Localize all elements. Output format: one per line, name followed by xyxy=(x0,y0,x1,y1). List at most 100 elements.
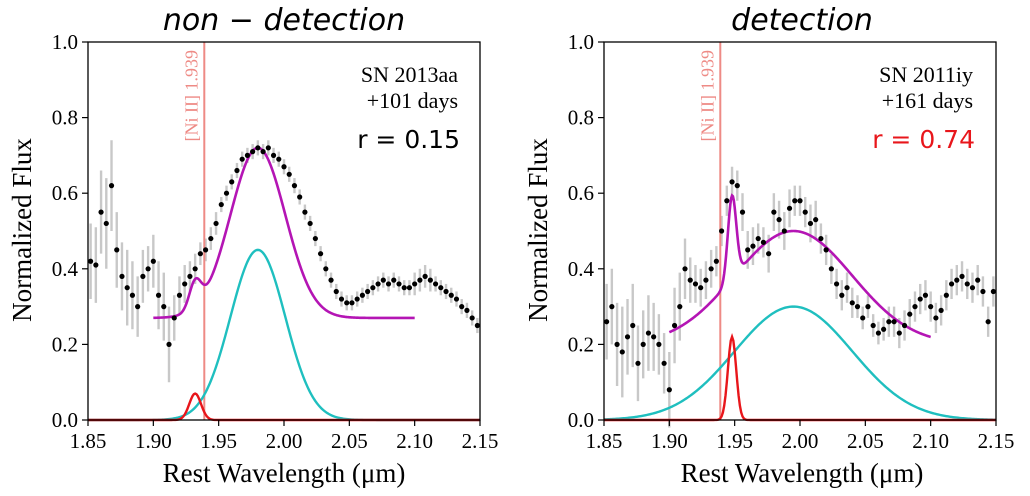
data-point xyxy=(630,322,636,329)
data-point xyxy=(192,266,198,272)
panel-detection: 1.85 1.90 1.95 2.00 2.05 2.10 2.15 0.0 0.2 0.4 0.6… xyxy=(523,3,1014,488)
data-point xyxy=(645,330,652,336)
data-point xyxy=(901,322,908,329)
data-point xyxy=(604,319,610,325)
data-point xyxy=(370,285,376,291)
data-point xyxy=(666,387,672,393)
data-point xyxy=(750,243,756,249)
data-point xyxy=(244,152,251,158)
data-point xyxy=(656,341,662,347)
x-tick-label: 1.95 xyxy=(716,429,753,453)
panel-non-detection: 1.85 1.90 1.95 2.00 2.05 2.10 2.15 0.0 0.2 0.4 0.6… xyxy=(7,3,498,488)
data-point xyxy=(396,281,402,287)
data-point xyxy=(682,266,688,272)
x-axis-label: Rest Wavelength (μm) xyxy=(163,458,406,488)
data-point xyxy=(223,190,230,196)
data-point xyxy=(344,300,350,306)
data-point xyxy=(448,292,454,298)
x-tick-label: 2.10 xyxy=(912,429,949,453)
data-point xyxy=(671,322,678,329)
data-point xyxy=(286,171,292,177)
data-point xyxy=(166,341,172,347)
data-point xyxy=(297,194,303,200)
data-point xyxy=(270,152,277,158)
data-point xyxy=(614,341,620,347)
data-point xyxy=(208,235,214,242)
x-tick-label: 2.15 xyxy=(462,429,499,453)
data-point xyxy=(98,209,104,215)
data-point xyxy=(640,341,646,347)
total-model-curve xyxy=(153,146,415,320)
data-point xyxy=(985,319,991,325)
data-point xyxy=(187,273,193,279)
y-tick-label: 0.8 xyxy=(52,106,78,130)
data-point xyxy=(802,209,808,215)
data-point xyxy=(823,247,829,253)
narrow-component-curve xyxy=(604,333,996,422)
y-axis-label: Normalized Flux xyxy=(7,138,37,322)
data-point xyxy=(839,292,845,298)
data-point xyxy=(833,281,840,287)
data-point xyxy=(93,262,99,268)
data-point xyxy=(635,360,641,366)
data-point xyxy=(129,292,136,298)
data-point xyxy=(197,251,203,257)
data-point xyxy=(828,266,834,272)
data-point xyxy=(860,315,866,321)
broad-component-curve xyxy=(603,305,997,421)
data-point xyxy=(385,281,392,287)
total-model-curve xyxy=(668,193,932,339)
data-point xyxy=(412,281,418,287)
data-point xyxy=(928,304,934,310)
data-point xyxy=(651,334,657,340)
object-label: SN 2013aa xyxy=(361,62,458,87)
data-point xyxy=(719,228,725,234)
data-point xyxy=(766,251,772,257)
data-point xyxy=(349,300,355,306)
x-tick-label: 1.90 xyxy=(651,429,688,453)
data-point xyxy=(677,304,683,310)
data-point xyxy=(459,304,465,310)
data-point xyxy=(980,288,986,295)
y-tick-label: 0.0 xyxy=(568,408,594,432)
x-tick-label: 2.05 xyxy=(331,429,368,453)
data-point xyxy=(155,292,162,298)
data-point xyxy=(912,304,918,310)
narrow-component-curve xyxy=(88,392,480,422)
data-point xyxy=(844,285,850,291)
data-point xyxy=(818,235,824,242)
data-point xyxy=(813,217,819,223)
data-point xyxy=(708,266,714,272)
data-point xyxy=(891,319,897,325)
x-tick-label: 1.90 xyxy=(135,429,172,453)
data-point xyxy=(886,319,892,325)
data-point xyxy=(203,247,209,253)
broad-component-curve xyxy=(88,248,480,422)
y-tick-label: 0.6 xyxy=(568,181,594,205)
data-point xyxy=(948,281,955,287)
data-point xyxy=(260,149,266,155)
data-point xyxy=(354,296,360,302)
data-point xyxy=(933,315,939,321)
data-point xyxy=(776,217,782,223)
data-point xyxy=(938,307,944,313)
data-point xyxy=(307,220,313,227)
data-point xyxy=(150,258,156,264)
data-point xyxy=(969,285,976,291)
y-tick-label: 0.6 xyxy=(52,181,78,205)
x-tick-label: 2.15 xyxy=(978,429,1015,453)
data-point xyxy=(922,292,929,298)
data-point xyxy=(464,307,470,313)
data-point xyxy=(333,288,339,295)
plot-area: 1.85 1.90 1.95 2.00 2.05 2.10 2.15 0.0 0.2 0.4 0.6… xyxy=(568,30,1015,453)
data-point xyxy=(145,266,151,272)
data-point xyxy=(88,258,94,264)
data-point xyxy=(474,322,480,329)
data-point xyxy=(917,296,923,302)
data-point xyxy=(234,167,240,174)
data-point xyxy=(964,281,970,287)
data-point xyxy=(427,277,433,283)
data-point xyxy=(781,228,787,234)
data-point xyxy=(703,277,709,283)
data-point xyxy=(624,334,631,340)
